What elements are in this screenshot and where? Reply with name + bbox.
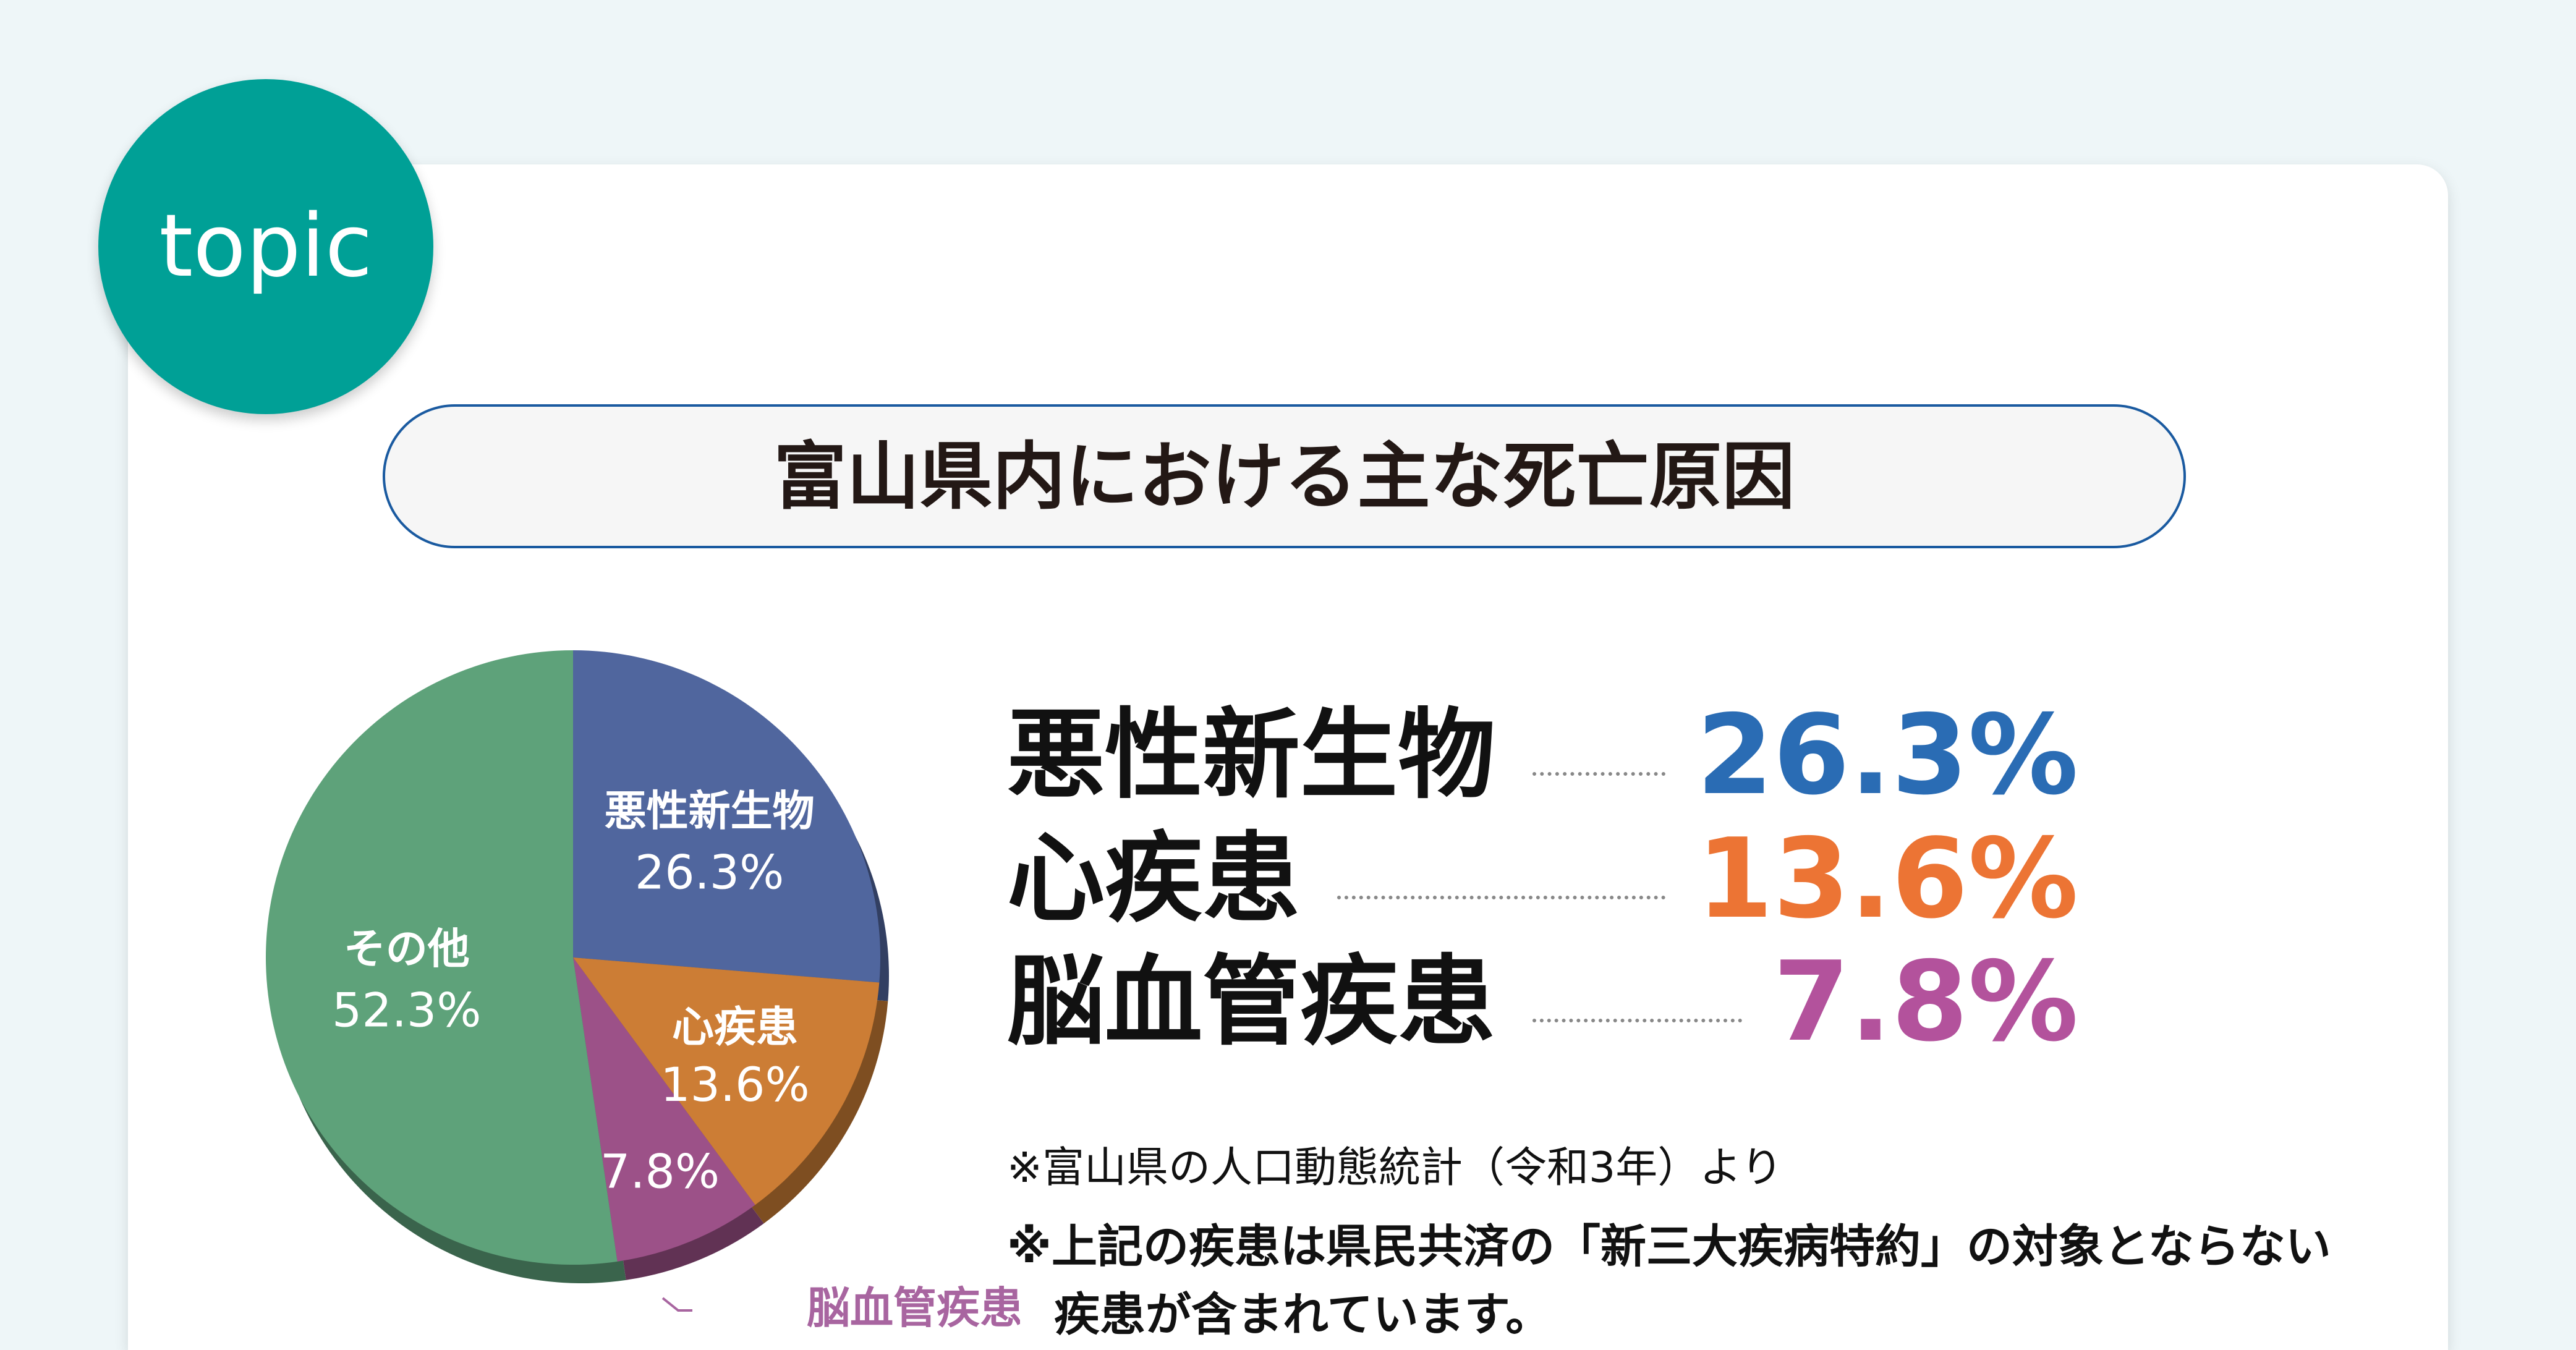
legend-name: 悪性新生物 (1007, 698, 1495, 812)
pie-slice-other (265, 650, 618, 1265)
pie-slice-heart (573, 957, 880, 1205)
label-stroke-pct: 7.8% (600, 1144, 720, 1199)
topic-badge: topic (98, 79, 433, 414)
label-other-name: その他 (344, 925, 470, 974)
label-cancer-name: 悪性新生物 (605, 788, 815, 836)
label-heart-name: 心疾患 (672, 1003, 798, 1052)
label-cancer-pct: 26.3% (635, 845, 784, 900)
legend-name: 心疾患 (1007, 822, 1300, 936)
legend-row-cancer: 悪性新生物 26.3% (1007, 700, 2078, 811)
legend-pct: 13.6% (1696, 815, 2078, 943)
label-stroke-name: 脳血管疾患 (807, 1283, 1020, 1333)
source-note: ※富山県の人口動態統計（令和3年）より (1007, 1144, 1783, 1192)
page-title: 富山県内における主な死亡原因 (383, 404, 2186, 548)
label-other-pct: 52.3% (332, 982, 481, 1037)
legend-pct: 26.3% (1696, 691, 2078, 819)
legend-pct: 7.8% (1773, 938, 2078, 1066)
disclaimer-line-1: ※上記の疾患は県民共済の「新三大疾病特約」の対象とならない (1007, 1220, 2331, 1273)
dotted-leader (1337, 896, 1666, 899)
pie-slice-cancer (573, 650, 880, 983)
legend-name: 脳血管疾患 (1007, 945, 1495, 1059)
legend-row-heart: 心疾患 13.6% (1007, 823, 2078, 935)
pie-chart: 悪性新生物 26.3% 心疾患 13.6% 7.8% その他 52.3% 脳血管… (265, 650, 1020, 1333)
dotted-leader (1532, 1019, 1743, 1022)
legend-row-stroke: 脳血管疾患 7.8% (1007, 946, 2078, 1058)
disclaimer-line-2: 疾患が含まれています。 (1054, 1288, 1552, 1341)
dotted-leader (1532, 772, 1666, 776)
label-heart-pct: 13.6% (660, 1057, 809, 1112)
callout-line (661, 1297, 692, 1312)
pie-slice-stroke (573, 957, 755, 1262)
